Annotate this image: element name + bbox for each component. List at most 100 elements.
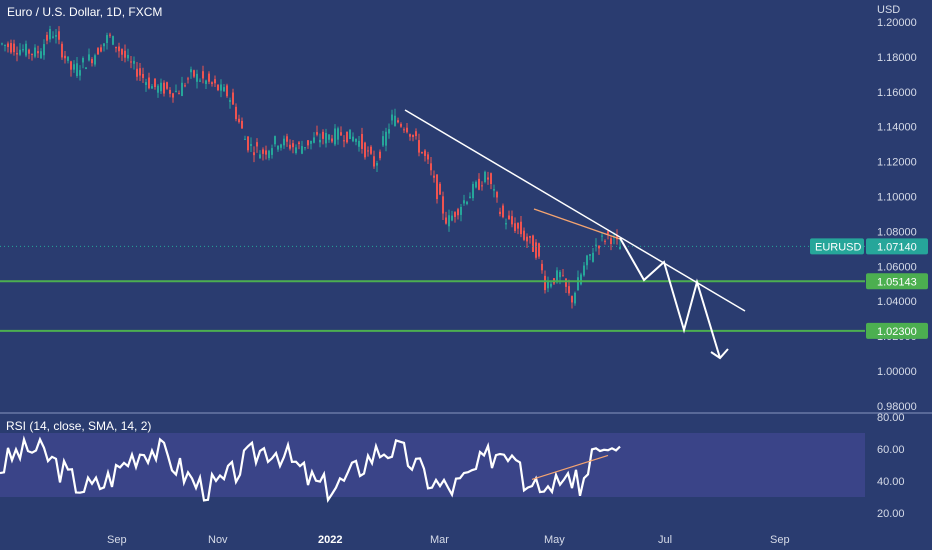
candle-body — [385, 131, 387, 146]
candle-body — [88, 54, 90, 61]
candle-body — [211, 82, 213, 84]
candle-body — [247, 136, 249, 151]
candle-body — [196, 73, 198, 82]
candle-body — [496, 192, 498, 198]
candle-body — [232, 92, 234, 105]
candle-body — [370, 146, 372, 154]
rsi-title[interactable]: RSI (14, close, SMA, 14, 2) — [6, 419, 152, 433]
candle-body — [16, 53, 18, 55]
candle-body — [367, 150, 369, 152]
candle-body — [511, 216, 513, 225]
candle-body — [277, 145, 279, 150]
descending-trendline[interactable] — [404, 109, 746, 312]
candle-body — [82, 58, 84, 63]
candle-body — [454, 212, 456, 217]
support-1-text: 1.05143 — [877, 276, 917, 288]
candle-body — [49, 29, 51, 40]
symbol-badge[interactable] — [810, 238, 864, 255]
candle-body — [127, 54, 129, 59]
candle-body — [238, 118, 240, 123]
candle-body — [481, 185, 483, 187]
candle-body — [139, 68, 141, 76]
candle-body — [361, 133, 363, 149]
candle-body — [154, 78, 156, 87]
candle-body — [382, 136, 384, 146]
candle-body — [580, 274, 582, 285]
candle-body — [100, 47, 102, 52]
candle-body — [181, 82, 183, 96]
date-tick: Sep — [770, 534, 790, 546]
candle-body — [280, 144, 282, 148]
rsi-line — [0, 435, 621, 503]
candle-body — [226, 85, 228, 97]
candle-body — [4, 44, 6, 46]
candle-body — [109, 34, 111, 36]
candle-body — [514, 223, 516, 231]
candle-body — [556, 270, 558, 283]
date-tick: 2022 — [318, 534, 342, 546]
price-divergence-line[interactable] — [533, 208, 621, 240]
rsi-divergence-line[interactable] — [531, 454, 609, 480]
date-axis: Sep Nov 2022 Mar May Jul Sep — [107, 534, 790, 546]
candle-body — [484, 171, 486, 183]
symbol-title[interactable]: Euro / U.S. Dollar, 1D, FXCM — [7, 5, 163, 19]
candle-body — [616, 234, 618, 240]
candle-body — [436, 174, 438, 200]
candle-body — [61, 43, 63, 58]
candle-body — [571, 296, 573, 303]
candle-body — [124, 50, 126, 58]
candle-body — [619, 246, 621, 250]
price-tick: 1.10000 — [877, 192, 917, 204]
candle-body — [184, 85, 186, 87]
candle-body — [316, 132, 318, 135]
candle-body — [70, 61, 72, 70]
candle-body — [526, 236, 528, 242]
candle-body — [307, 140, 309, 146]
candle-body — [25, 43, 27, 56]
projection-path[interactable] — [619, 237, 721, 359]
candle-body — [466, 201, 468, 205]
candle-body — [175, 90, 177, 92]
candle-body — [418, 140, 420, 153]
candle-body — [118, 46, 120, 52]
candle-body — [274, 136, 276, 145]
candle-body — [604, 240, 606, 242]
price-tick: 1.14000 — [877, 122, 917, 134]
candle-body — [442, 196, 444, 214]
price-tick: 1.16000 — [877, 87, 917, 99]
candle-body — [7, 43, 9, 48]
candle-body — [586, 255, 588, 266]
date-tick: May — [544, 534, 565, 546]
candle-body — [598, 245, 600, 249]
candle-body — [190, 69, 192, 73]
candle-body — [34, 47, 36, 57]
candle-body — [145, 82, 147, 85]
candle-body — [130, 61, 132, 63]
candle-body — [487, 177, 489, 180]
candle-body — [271, 148, 273, 155]
candle-body — [64, 55, 66, 59]
candle-body — [91, 59, 93, 64]
support-1-badge[interactable] — [866, 273, 928, 290]
price-tick: 1.18000 — [877, 52, 917, 64]
price-tick: 1.04000 — [877, 296, 917, 308]
candle-body — [157, 85, 159, 93]
candle-body — [28, 49, 30, 54]
candle-body — [445, 217, 447, 224]
candle-body — [67, 56, 69, 61]
candle-body — [490, 173, 492, 185]
support-2-badge[interactable] — [866, 322, 928, 339]
candle-body — [499, 211, 501, 215]
candle-body — [463, 200, 465, 204]
candle-body — [592, 252, 594, 262]
support-2-text: 1.02300 — [877, 326, 917, 338]
candle-body — [52, 36, 54, 38]
candlestick-series — [1, 25, 621, 309]
rsi-tick: 80.00 — [877, 412, 905, 424]
candle-body — [364, 142, 366, 158]
candle-body — [400, 123, 402, 127]
candle-body — [268, 150, 270, 159]
current-price-badge[interactable] — [866, 238, 928, 255]
candle-body — [538, 243, 540, 257]
